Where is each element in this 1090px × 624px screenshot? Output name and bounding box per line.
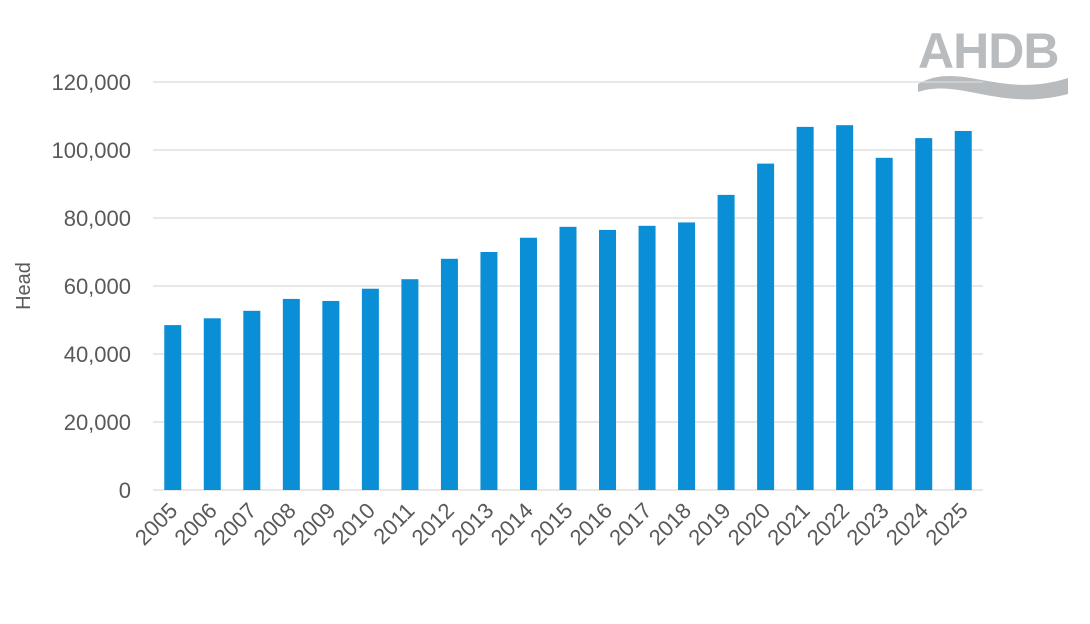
x-tick-label: 2005 bbox=[130, 498, 182, 550]
bar-2018 bbox=[678, 222, 696, 491]
x-tick-label: 2015 bbox=[525, 498, 577, 550]
bar-2019 bbox=[717, 194, 735, 490]
bar-2023 bbox=[875, 157, 893, 490]
y-axis-title: Head bbox=[13, 262, 35, 310]
x-tick-label: 2007 bbox=[209, 498, 261, 550]
y-tick-label: 60,000 bbox=[64, 274, 131, 299]
y-tick-label: 100,000 bbox=[51, 138, 131, 163]
bar-2005 bbox=[164, 325, 182, 490]
bars bbox=[164, 125, 972, 491]
x-tick-label: 2006 bbox=[170, 498, 222, 550]
bar-2013 bbox=[480, 252, 498, 490]
x-tick-label: 2020 bbox=[723, 498, 775, 550]
bar-2017 bbox=[638, 225, 656, 490]
bar-2011 bbox=[401, 279, 419, 490]
bar-2007 bbox=[243, 310, 261, 490]
bar-2009 bbox=[322, 300, 340, 490]
y-tick-label: 120,000 bbox=[51, 70, 131, 95]
y-tick-labels: 0 20,000 40,000 60,000 80,000 100,000 120,000 bbox=[51, 70, 131, 503]
x-tick-label: 2017 bbox=[604, 498, 656, 550]
x-tick-label: 2011 bbox=[368, 498, 419, 549]
x-tick-label: 2019 bbox=[683, 498, 735, 550]
x-tick-label: 2012 bbox=[407, 498, 459, 550]
x-tick-label: 2021 bbox=[762, 498, 814, 550]
x-tick-label: 2010 bbox=[328, 498, 380, 550]
y-tick-label: 80,000 bbox=[64, 206, 131, 231]
bar-2015 bbox=[559, 226, 577, 490]
bar-2021 bbox=[796, 126, 814, 490]
x-tick-label: 2008 bbox=[249, 498, 301, 550]
y-tick-label: 40,000 bbox=[64, 342, 131, 367]
x-tick-label: 2023 bbox=[841, 498, 893, 550]
x-tick-label: 2009 bbox=[288, 498, 340, 550]
logo-text: AHDB bbox=[918, 23, 1058, 79]
x-tick-label: 2025 bbox=[920, 498, 972, 550]
bar-2024 bbox=[915, 138, 933, 490]
bar-2014 bbox=[519, 237, 537, 490]
y-tick-label: 20,000 bbox=[64, 410, 131, 435]
bar-2008 bbox=[282, 298, 300, 490]
x-tick-labels: 2005200620072008200920102011201220132014… bbox=[130, 498, 973, 550]
bar-2025 bbox=[954, 130, 972, 490]
logo-swoosh bbox=[918, 76, 1068, 100]
x-tick-label: 2022 bbox=[802, 498, 854, 550]
y-tick-label: 0 bbox=[119, 478, 131, 503]
x-tick-label: 2018 bbox=[644, 498, 696, 550]
bar-2022 bbox=[836, 125, 854, 491]
bar-2020 bbox=[757, 163, 775, 490]
x-tick-label: 2014 bbox=[486, 498, 538, 550]
x-tick-label: 2024 bbox=[881, 498, 933, 550]
ahdb-logo: AHDB bbox=[918, 23, 1068, 100]
bar-2016 bbox=[599, 229, 617, 490]
bar-2012 bbox=[440, 258, 458, 490]
bar-2006 bbox=[203, 318, 221, 490]
bar-2010 bbox=[361, 288, 379, 490]
x-tick-label: 2016 bbox=[565, 498, 617, 550]
x-tick-label: 2013 bbox=[446, 498, 498, 550]
